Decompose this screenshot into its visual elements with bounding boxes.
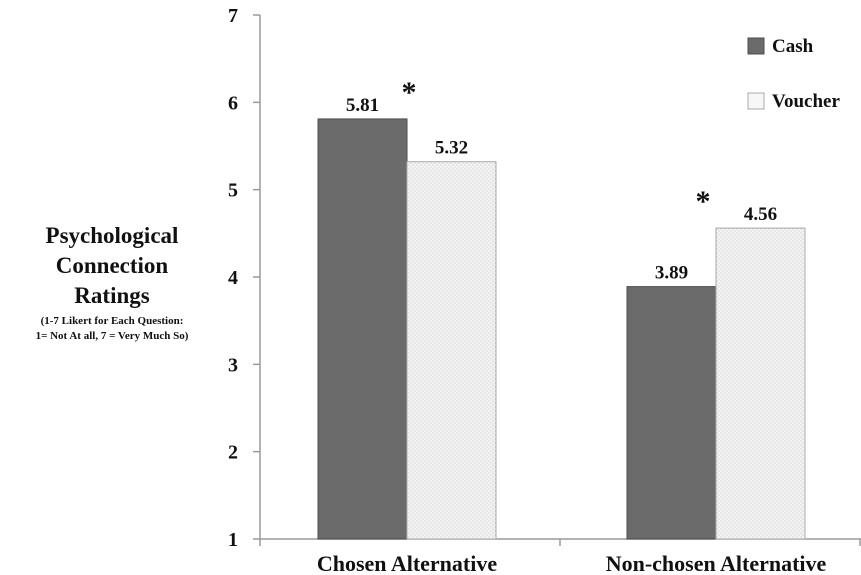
legend-label-voucher: Voucher	[772, 91, 840, 112]
y-tick-label: 7	[228, 5, 238, 27]
legend-swatch-voucher	[747, 92, 765, 110]
y-tick-label: 5	[228, 180, 238, 202]
data-label: 5.32	[435, 138, 468, 159]
y-axis-title-line-3: Ratings	[74, 283, 150, 308]
y-tick-label: 1	[228, 529, 238, 551]
bar-voucher-chosen	[406, 161, 497, 540]
data-label: 4.56	[744, 204, 777, 225]
y-axis-note-line-2: 1= Not At all, 7 = Very Much So)	[35, 330, 189, 342]
bar-cash-chosen	[317, 118, 408, 540]
y-tick-label: 3	[228, 354, 238, 376]
y-axis-note-line-1: (1-7 Likert for Each Question:	[40, 315, 184, 327]
bar-cash-non-chosen	[626, 286, 717, 540]
significance-asterisk: *	[402, 76, 417, 109]
y-axis-title-line-2: Connection	[55, 253, 169, 278]
data-label: 5.81	[346, 95, 379, 116]
y-tick-label: 4	[228, 267, 238, 289]
legend-label-cash: Cash	[772, 36, 814, 57]
category-label: Chosen Alternative	[317, 551, 498, 575]
y-axis-title-line-1: Psychological	[45, 223, 179, 248]
legend-swatch-cash	[747, 37, 765, 55]
data-label: 3.89	[655, 263, 688, 284]
significance-asterisk: *	[696, 185, 711, 218]
y-tick-label: 6	[228, 92, 238, 114]
category-label: Non-chosen Alternative	[606, 551, 827, 575]
bar-voucher-non-chosen	[715, 227, 806, 540]
y-tick-label: 2	[228, 442, 238, 464]
